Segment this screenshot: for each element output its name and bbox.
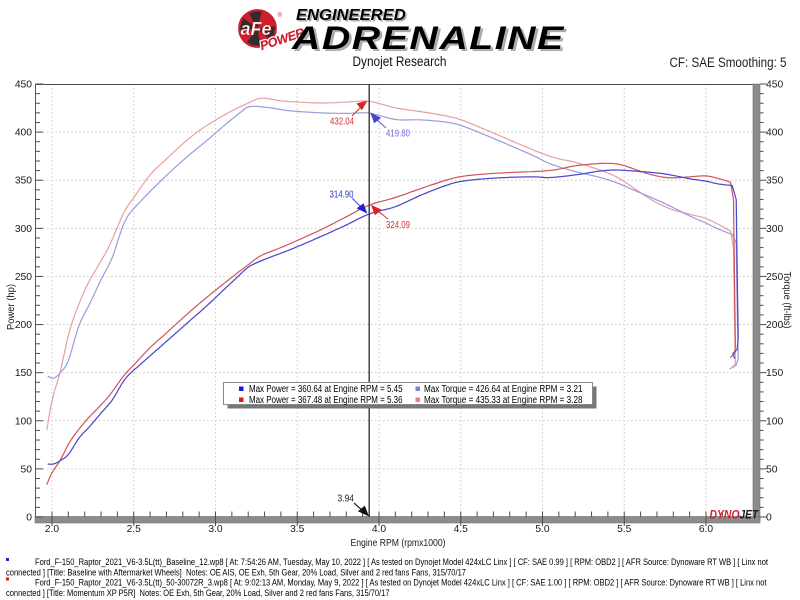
svg-text:3.5: 3.5 — [290, 524, 305, 535]
svg-text:300: 300 — [15, 224, 32, 235]
svg-text:Dynojet Research: Dynojet Research — [353, 54, 447, 69]
svg-text:Ford_F-150_Raptor_2021_V6-3.5L: Ford_F-150_Raptor_2021_V6-3.5L(tt)_Basel… — [35, 557, 768, 567]
svg-text:350: 350 — [766, 176, 783, 187]
svg-text:Max Power = 360.64 at Engine R: Max Power = 360.64 at Engine RPM = 5.45 — [249, 384, 403, 395]
svg-text:3.0: 3.0 — [208, 524, 223, 535]
svg-text:®: ® — [278, 12, 283, 19]
svg-text:0: 0 — [26, 513, 32, 524]
svg-text:150: 150 — [15, 368, 32, 379]
svg-text:350: 350 — [15, 176, 32, 187]
svg-text:324.09: 324.09 — [386, 220, 410, 231]
svg-text:connected ] [Title: Baseline w: connected ] [Title: Baseline with Afterm… — [6, 567, 466, 577]
svg-text:5.5: 5.5 — [617, 524, 632, 535]
svg-text:Engine RPM (rpmx1000): Engine RPM (rpmx1000) — [351, 538, 446, 549]
svg-text:JET: JET — [740, 510, 759, 522]
svg-text:Ford_F-150_Raptor_2021_V6-3.5L: Ford_F-150_Raptor_2021_V6-3.5L(tt)_50-30… — [35, 578, 767, 588]
svg-text:4.0: 4.0 — [372, 524, 387, 535]
svg-text:300: 300 — [766, 224, 783, 235]
svg-text:419.80: 419.80 — [386, 129, 410, 140]
svg-text:400: 400 — [15, 128, 32, 139]
svg-text:450: 450 — [766, 80, 783, 91]
svg-text:CF: SAE Smoothing: 5: CF: SAE Smoothing: 5 — [670, 55, 787, 70]
svg-text:Max Torque = 426.64 at Engine: Max Torque = 426.64 at Engine RPM = 3.21 — [424, 384, 583, 395]
svg-text:50: 50 — [766, 464, 778, 475]
svg-text:100: 100 — [15, 416, 32, 427]
svg-text:6.0: 6.0 — [699, 524, 714, 535]
svg-text:200: 200 — [766, 320, 783, 331]
svg-text:400: 400 — [766, 128, 783, 139]
svg-text:Torque (ft-lbs): Torque (ft-lbs) — [781, 272, 792, 329]
svg-text:5.0: 5.0 — [535, 524, 550, 535]
svg-text:connected ] [Title: Momentum X: connected ] [Title: Momentum XP P5R] Not… — [6, 588, 390, 598]
svg-text:DYNO: DYNO — [710, 510, 740, 522]
svg-text:2.5: 2.5 — [127, 524, 142, 535]
svg-text:2.0: 2.0 — [45, 524, 60, 535]
svg-text:250: 250 — [766, 272, 783, 283]
svg-text:100: 100 — [766, 416, 783, 427]
svg-text:4.5: 4.5 — [454, 524, 469, 535]
svg-text:314.90: 314.90 — [330, 190, 354, 201]
svg-text:0: 0 — [766, 513, 772, 524]
svg-text:aFe: aFe — [241, 19, 272, 39]
svg-text:432.04: 432.04 — [330, 117, 354, 128]
svg-text:150: 150 — [766, 368, 783, 379]
svg-text:250: 250 — [15, 272, 32, 283]
svg-text:200: 200 — [15, 320, 32, 331]
svg-text:3.94: 3.94 — [338, 494, 355, 505]
svg-text:50: 50 — [21, 464, 33, 475]
svg-text:Max Torque = 435.33 at Engine: Max Torque = 435.33 at Engine RPM = 3.28 — [424, 395, 583, 406]
svg-text:Power (hp): Power (hp) — [6, 284, 17, 330]
svg-text:Max Power = 367.48 at Engine R: Max Power = 367.48 at Engine RPM = 5.36 — [249, 395, 403, 406]
svg-text:450: 450 — [15, 80, 32, 91]
